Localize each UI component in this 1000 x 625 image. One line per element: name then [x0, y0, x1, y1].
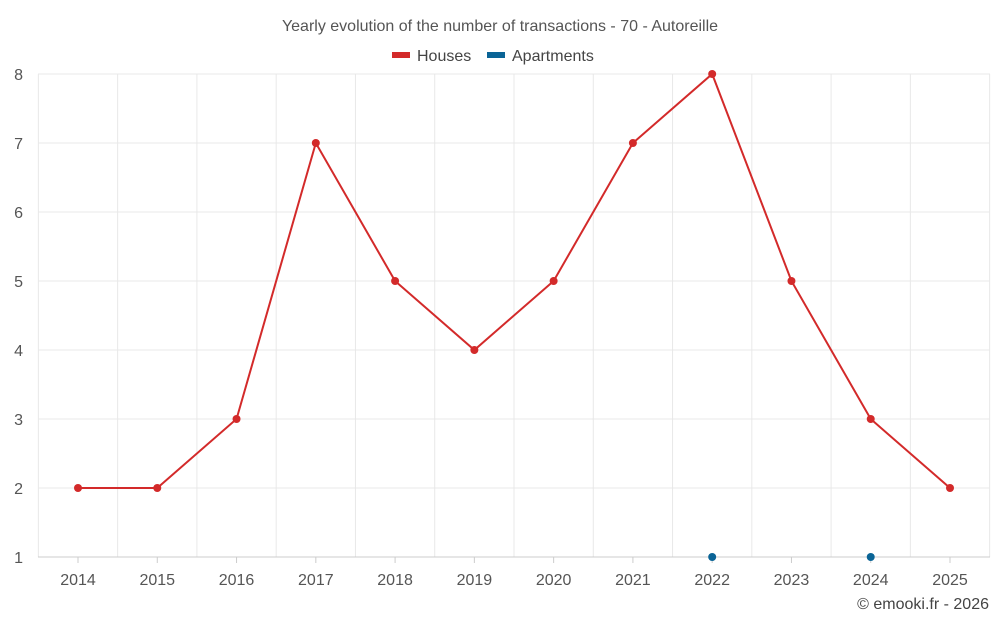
legend-swatch-houses [392, 52, 410, 58]
series-layer [74, 70, 954, 561]
x-tick-label: 2020 [536, 572, 572, 589]
data-point-apartments[interactable] [866, 553, 875, 561]
x-tick-label: 2022 [694, 572, 730, 589]
y-tick-label: 2 [14, 481, 23, 498]
data-point-houses[interactable] [549, 277, 558, 285]
y-tick-label: 7 [14, 136, 23, 153]
x-tick-label: 2025 [932, 572, 968, 589]
y-tick-label: 1 [14, 550, 23, 567]
x-tick-label: 2023 [774, 572, 810, 589]
credit-text: © emooki.fr - 2026 [857, 596, 989, 613]
y-axis-labels: 1 2 3 4 5 6 7 8 [14, 67, 23, 567]
chart-title: Yearly evolution of the number of transa… [282, 18, 718, 35]
data-point-apartments[interactable] [708, 553, 717, 561]
series-line-houses [78, 72, 951, 489]
x-tick-label: 2018 [377, 572, 413, 589]
x-tick-label: 2015 [139, 572, 175, 589]
data-point-houses[interactable] [74, 484, 82, 492]
data-point-houses[interactable] [391, 277, 400, 285]
y-tick-label: 3 [14, 412, 23, 429]
legend-label-apartments[interactable]: Apartments [512, 48, 594, 65]
data-point-houses[interactable] [708, 70, 717, 78]
x-axis-labels: 2014 2015 2016 2017 2018 2019 2020 2021 2022 2023… [60, 557, 968, 589]
series-houses [74, 70, 954, 492]
data-point-houses[interactable] [628, 139, 637, 147]
data-point-houses[interactable] [787, 277, 796, 285]
y-tick-label: 8 [14, 67, 23, 84]
data-point-houses[interactable] [311, 139, 320, 147]
series-apartments [708, 553, 875, 561]
data-point-houses[interactable] [470, 346, 479, 354]
x-tick-label: 2021 [615, 572, 651, 589]
legend: Houses Apartments [392, 48, 594, 65]
data-point-houses[interactable] [153, 484, 162, 492]
data-point-houses[interactable] [946, 484, 954, 492]
data-point-houses[interactable] [866, 415, 875, 423]
legend-label-houses[interactable]: Houses [417, 48, 471, 65]
data-point-houses[interactable] [232, 415, 241, 423]
x-tick-label: 2017 [298, 572, 334, 589]
y-tick-label: 6 [14, 205, 23, 222]
x-tick-label: 2024 [853, 572, 889, 589]
x-tick-label: 2014 [60, 572, 96, 589]
y-tick-label: 5 [14, 274, 23, 291]
y-tick-label: 4 [14, 343, 23, 360]
x-tick-label: 2019 [457, 572, 493, 589]
x-tick-label: 2016 [219, 572, 255, 589]
legend-swatch-apartments [487, 52, 505, 58]
